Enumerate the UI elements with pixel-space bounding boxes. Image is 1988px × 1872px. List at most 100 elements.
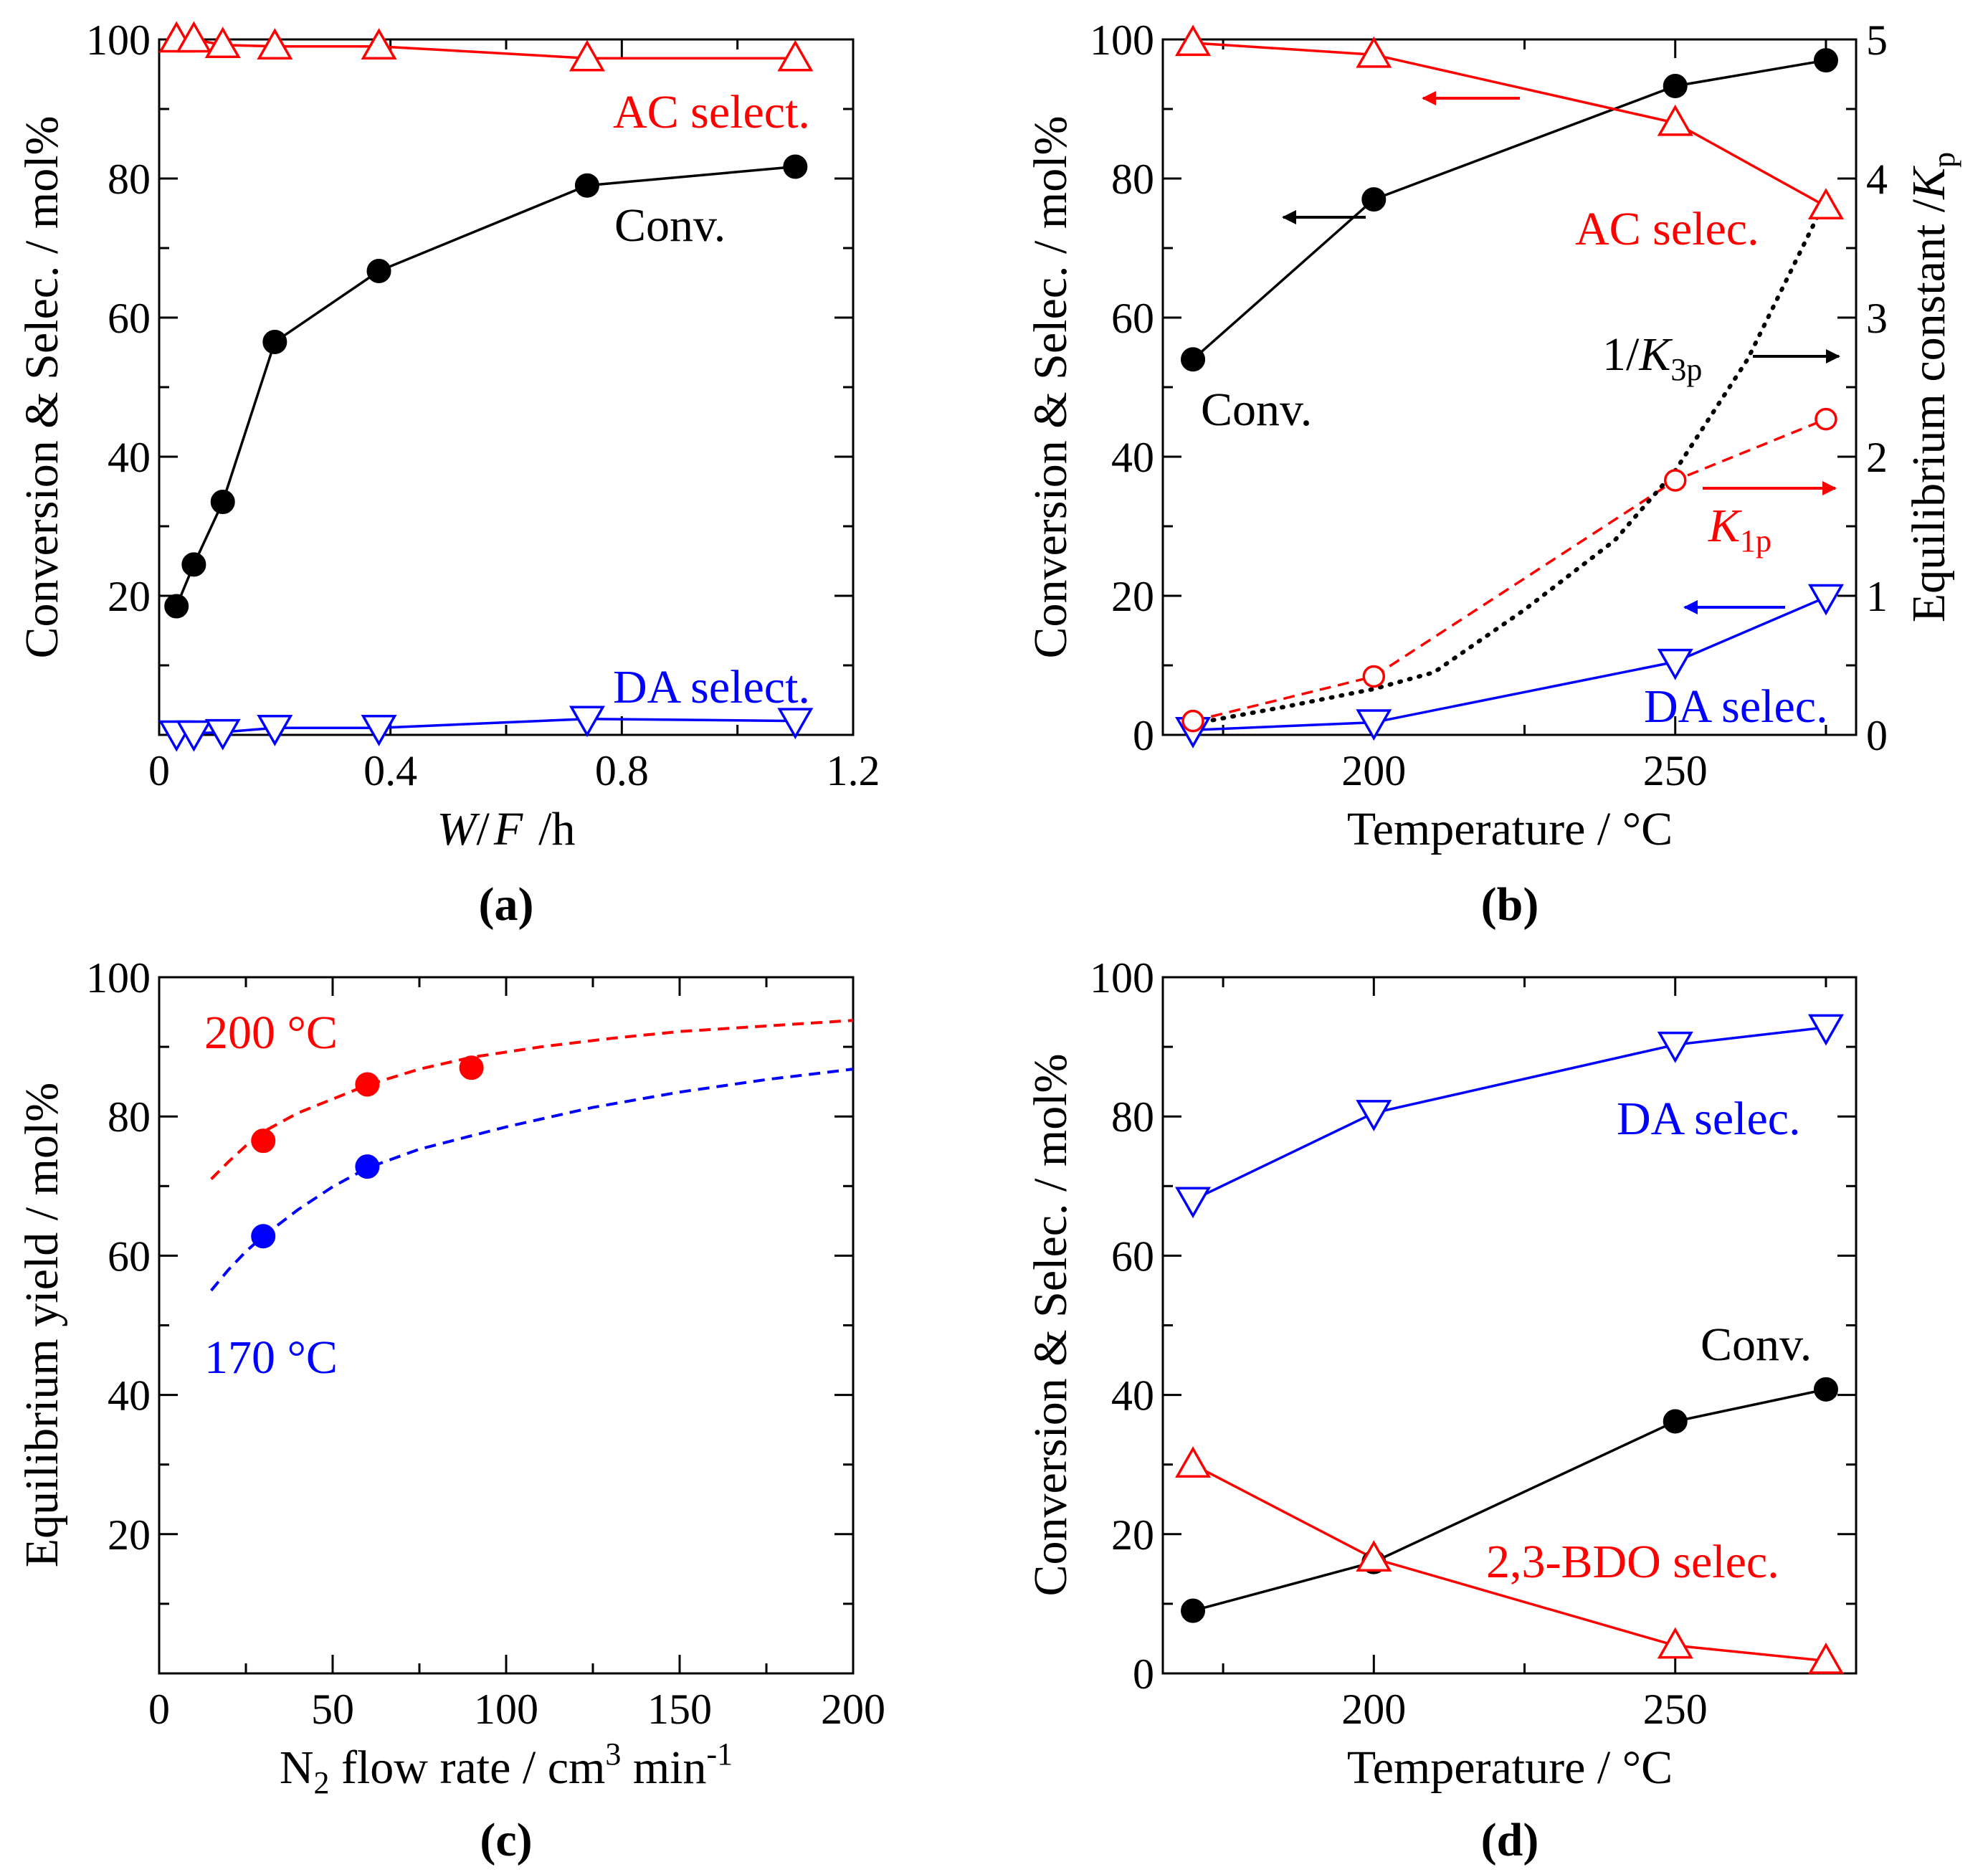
y-tick-label: 20	[1111, 1511, 1154, 1559]
y-tick-label: 100	[86, 954, 151, 1002]
data-point	[1181, 709, 1204, 733]
series-line-1	[1192, 42, 1827, 208]
plot-frame-a	[158, 38, 855, 736]
panel-b: 200 250 0 20 40 60 80 100 0 1 2 3 4 5 Conv. AC sele…	[1024, 16, 1961, 931]
x-tick-label: 50	[311, 1686, 354, 1733]
lines-c	[210, 1019, 854, 1292]
y-tick-label: 100	[1090, 954, 1154, 1002]
label-k3p-b: 1/K3p	[1602, 328, 1702, 387]
y2-tick-label: 1	[1866, 573, 1888, 620]
x-tick-label: 100	[474, 1686, 538, 1733]
data-point	[257, 715, 293, 746]
x-tick-label: 250	[1643, 1686, 1708, 1733]
x-axis-label-b: Temperature / °C	[1347, 803, 1673, 855]
x-axis-label-d: Temperature / °C	[1347, 1742, 1673, 1794]
data-point	[1356, 1540, 1392, 1572]
label-200c-c: 200 °C	[204, 1007, 338, 1059]
y-axis-label-b: Conversion & Selec. / mol%	[1024, 115, 1077, 658]
data-point	[459, 1055, 484, 1080]
x-tick-label: 200	[1341, 1686, 1406, 1733]
label-k1p-b: K1p	[1708, 500, 1771, 559]
data-point	[1813, 48, 1838, 73]
series-line-3	[1192, 417, 1827, 723]
data-point	[257, 28, 293, 60]
ytick-labels-a: 20 40 60 80 100	[86, 16, 151, 620]
data-point	[569, 39, 605, 72]
data-point	[204, 27, 241, 59]
y-tick-label: 0	[1133, 1650, 1154, 1698]
data-point	[777, 39, 814, 72]
markers-d	[1175, 1014, 1844, 1674]
data-point	[176, 720, 212, 752]
data-point	[164, 594, 189, 619]
data-point	[181, 552, 206, 577]
lines-b	[1191, 42, 1828, 731]
y-tick-label: 20	[108, 573, 151, 620]
data-point	[1356, 36, 1392, 68]
series-line-2	[1192, 596, 1827, 731]
data-point	[1356, 1100, 1392, 1131]
y2-tick-label: 0	[1866, 712, 1888, 759]
y-tick-label: 60	[108, 295, 151, 342]
data-point	[1175, 24, 1212, 57]
data-point	[1813, 1377, 1838, 1402]
ytick-labels-c: 20 40 60 80 100	[86, 954, 151, 1559]
y-tick-label: 60	[1111, 1232, 1154, 1280]
markers-b	[1175, 24, 1844, 749]
data-point	[1175, 1187, 1212, 1219]
data-point	[1181, 347, 1206, 372]
fit-curve-1	[210, 1068, 854, 1292]
plot-frame-c	[158, 976, 855, 1675]
series-line-2	[1192, 1463, 1827, 1663]
panel-label-b: (b)	[1481, 878, 1539, 931]
y-tick-label: 80	[108, 1093, 151, 1141]
data-point	[1663, 1409, 1688, 1434]
xtick-labels-a: 0 0.4 0.8 1.2	[148, 747, 880, 794]
data-point	[176, 21, 212, 53]
y2-tick-label: 4	[1866, 156, 1888, 203]
panel-c: 0 50 100 150 200 20 40 60 80 100 200 °C 170 °C N…	[16, 954, 885, 1866]
x-tick-label: 0.8	[595, 747, 649, 794]
label-ac-selec-b: AC selec.	[1575, 203, 1759, 255]
data-point	[1657, 104, 1693, 136]
x-tick-label: 150	[647, 1686, 712, 1733]
y-tick-label: 80	[1111, 156, 1154, 203]
ytick-labels-d: 0 20 40 60 80 100	[1090, 954, 1154, 1698]
y-axis-label-c: Equilibrium yield / mol%	[16, 1083, 68, 1567]
label-bdo-selec-d: 2,3-BDO selec.	[1486, 1536, 1779, 1588]
data-point	[366, 259, 391, 284]
panel-label-d: (d)	[1481, 1814, 1539, 1866]
series-line-0	[1192, 1026, 1827, 1202]
data-point	[569, 705, 605, 738]
data-point	[1815, 407, 1837, 431]
ticks-a	[159, 39, 853, 735]
y-tick-label: 60	[108, 1232, 151, 1280]
data-point	[1807, 1014, 1844, 1046]
y-axis-label-a: Conversion & Selec. / mol%	[16, 115, 68, 658]
xtick-labels-c: 0 50 100 150 200	[148, 1686, 885, 1733]
xtick-labels-b: 200 250	[1341, 747, 1707, 794]
data-point	[1663, 469, 1687, 492]
ytick-labels-b: 0 20 40 60 80 100	[1090, 16, 1154, 759]
x-tick-label: 1.2	[827, 747, 880, 794]
series-line-4	[1191, 197, 1828, 726]
xtick-labels-d: 200 250	[1341, 1686, 1707, 1733]
data-point	[1807, 584, 1844, 616]
markers-c	[251, 1055, 484, 1249]
data-point	[1181, 1598, 1206, 1623]
data-point	[1663, 73, 1688, 98]
y-tick-label: 40	[1111, 1372, 1154, 1420]
data-point	[251, 1224, 276, 1249]
x-axis-label-a: W/F/h	[437, 803, 576, 855]
x-tick-label: 200	[1341, 747, 1406, 794]
y2-tick-label: 5	[1866, 16, 1888, 64]
data-point	[361, 28, 397, 60]
y-tick-label: 40	[1111, 434, 1154, 481]
data-point	[262, 329, 287, 354]
panel-label-a: (a)	[479, 878, 534, 931]
markers-a	[158, 21, 814, 752]
lines-d	[1192, 1026, 1827, 1663]
data-point	[1807, 1642, 1844, 1674]
